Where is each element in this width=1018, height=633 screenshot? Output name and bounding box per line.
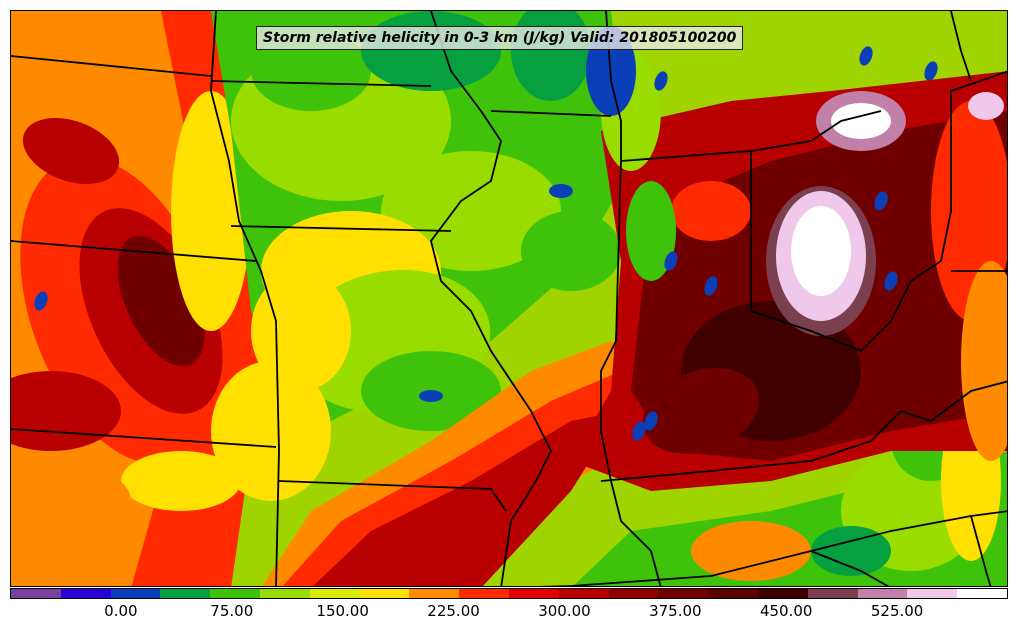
state-border [600, 11, 622, 482]
helicity-cell [884, 271, 898, 291]
legend-swatch [259, 589, 310, 598]
legend-swatch [857, 589, 908, 598]
legend-swatch [160, 589, 211, 598]
helicity-cell [924, 61, 938, 81]
state-border [430, 11, 553, 586]
state-border [230, 225, 452, 232]
state-border [210, 11, 280, 586]
helicity-contour [549, 184, 573, 198]
legend-tick-label: 450.00 [759, 602, 813, 620]
legend-swatch [558, 589, 609, 598]
state-border [610, 480, 662, 586]
legend-swatch [957, 589, 1007, 598]
helicity-cell [704, 276, 718, 296]
legend-swatch [459, 589, 509, 598]
legend-swatch [807, 589, 858, 598]
state-border [600, 380, 1007, 482]
legend-swatch [658, 589, 709, 598]
legend-swatch [907, 589, 958, 598]
state-border [278, 480, 507, 512]
legend-swatch [309, 589, 360, 598]
legend-swatch [210, 589, 260, 598]
state-border [970, 515, 992, 586]
state-border [810, 550, 890, 586]
legend-swatch [110, 589, 161, 598]
helicity-contour [419, 390, 443, 402]
legend-swatch [359, 589, 410, 598]
legend-swatch [508, 589, 559, 598]
helicity-cell [34, 291, 48, 311]
helicity-contour [251, 271, 351, 391]
legend-swatch [608, 589, 659, 598]
state-border [750, 110, 882, 152]
helicity-contour [691, 521, 811, 581]
helicity-cell [632, 421, 646, 441]
legend-swatch [60, 589, 111, 598]
helicity-contour [121, 451, 241, 511]
helicity-cell [644, 411, 658, 431]
legend-tick-label: 75.00 [210, 602, 254, 620]
state-border [490, 110, 612, 117]
helicity-field [11, 11, 1007, 586]
helicity-peak [791, 206, 851, 296]
legend-tick-label: 375.00 [649, 602, 702, 620]
color-legend-bar [10, 588, 1008, 599]
state-border [11, 55, 212, 77]
helicity-cell [874, 191, 888, 211]
helicity-contour [251, 31, 371, 111]
map-title: Storm relative helicity in 0-3 km (J/kg)… [256, 26, 744, 50]
legend-swatch [11, 589, 61, 598]
helicity-contour [626, 181, 676, 281]
helicity-contour [521, 211, 621, 291]
legend-tick-label: 150.00 [316, 602, 369, 620]
state-border [950, 11, 972, 82]
helicity-map [11, 11, 1007, 586]
state-border [750, 70, 1007, 353]
state-borders [11, 11, 1007, 586]
helicity-contour [811, 526, 891, 576]
helicity-contour [211, 361, 331, 501]
helicity-contour [671, 181, 751, 241]
helicity-contour [11, 466, 131, 536]
legend-tick-label: 0.00 [104, 602, 138, 620]
helicity-cell [859, 46, 873, 66]
helicity-cell [654, 71, 668, 91]
legend-tick-label: 300.00 [538, 602, 591, 620]
legend-swatch [409, 589, 460, 598]
helicity-contour [22, 118, 120, 184]
legend-swatch [757, 589, 808, 598]
legend-swatch [708, 589, 758, 598]
helicity-peak [968, 92, 1004, 120]
legend-tick-label: 225.00 [427, 602, 480, 620]
map-panel: Storm relative helicity in 0-3 km (J/kg)… [10, 10, 1008, 587]
helicity-contour [961, 261, 1007, 461]
state-border [11, 428, 277, 448]
color-legend-ticks: 0.00 75.00 150.00 225.00 300.00 375.00 450.00 5… [0, 602, 1018, 626]
state-border [11, 240, 257, 262]
helicity-band [313, 411, 621, 586]
helicity-contour [642, 368, 760, 454]
state-border [210, 80, 432, 87]
helicity-contour [361, 11, 501, 91]
legend-tick-label: 525.00 [870, 602, 924, 620]
helicity-cell [664, 251, 678, 271]
